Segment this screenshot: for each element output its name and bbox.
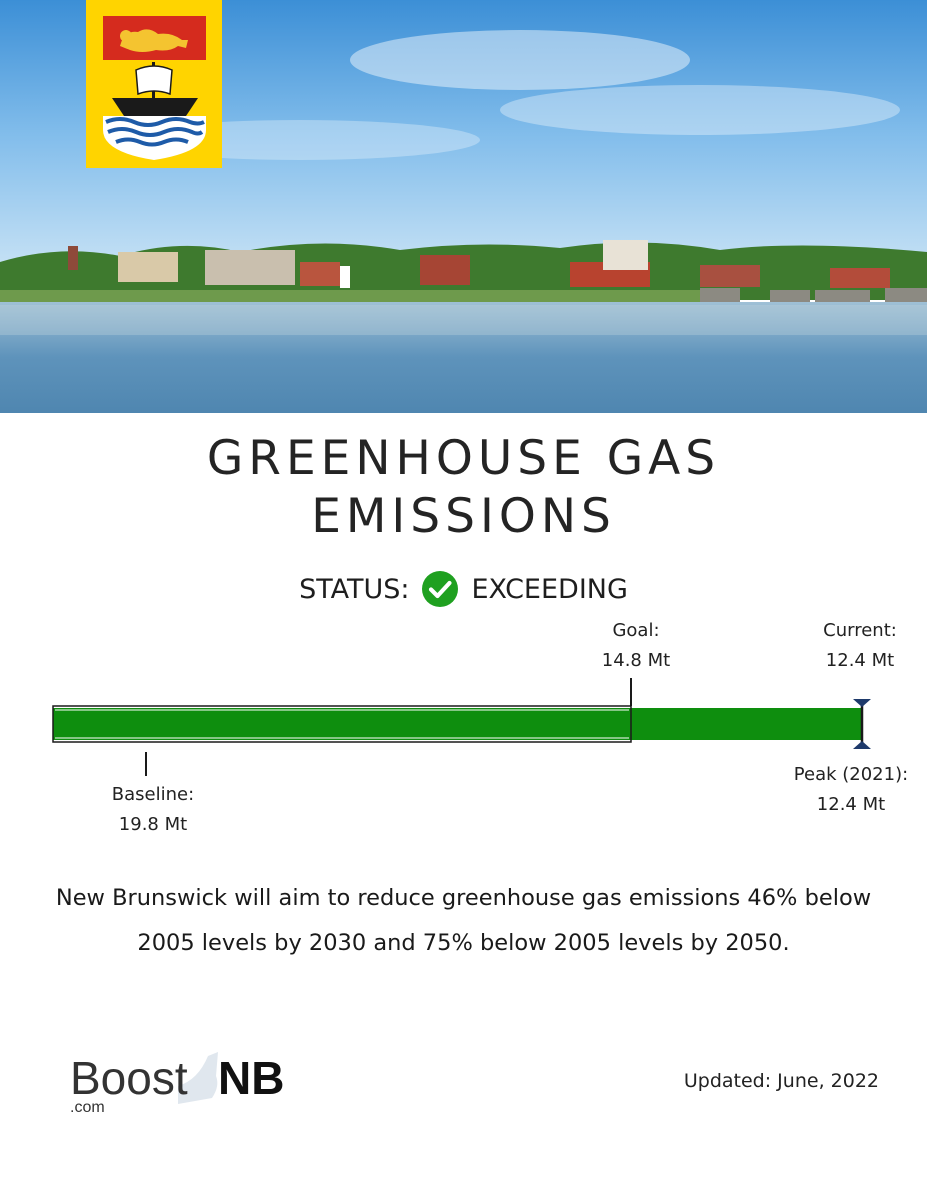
current-marker-icon — [853, 699, 871, 749]
boostnb-logo-icon: Boost NB .com — [70, 1052, 284, 1116]
status-label: STATUS: — [299, 573, 410, 605]
goal-label-text: Goal: — [612, 620, 660, 641]
baseline-label-text: Baseline: — [111, 784, 195, 805]
page-title: GREENHOUSE GAS EMISSIONS — [0, 430, 927, 546]
new-brunswick-flag — [86, 0, 222, 168]
title-line-1: GREENHOUSE GAS — [206, 431, 721, 486]
goal-description: New Brunswick will aim to reduce greenho… — [55, 885, 872, 956]
current-value: 12.4 Mt — [825, 650, 895, 671]
check-circle-icon — [422, 571, 459, 607]
city-skyline-image — [0, 0, 927, 413]
status-row: STATUS: EXCEEDING — [0, 570, 927, 608]
baseline-value: 19.8 Mt — [118, 814, 188, 835]
goal-label: Goal: 14.8 Mt — [566, 616, 706, 676]
current-label-text: Current: — [823, 620, 897, 641]
logo-text-com: .com — [70, 1099, 105, 1116]
boostnb-logo[interactable]: Boost NB .com — [68, 1046, 308, 1116]
goal-value: 14.8 Mt — [601, 650, 671, 671]
peak-label-text: Peak (2021): — [793, 764, 909, 785]
logo-text-boost: Boost — [70, 1052, 188, 1104]
progress-bar-graphic — [52, 678, 871, 776]
coat-of-arms-icon — [103, 16, 206, 160]
target-outline — [52, 705, 632, 743]
current-label: Current: 12.4 Mt — [790, 616, 927, 676]
hero-photo — [0, 0, 927, 413]
baseline-label: Baseline: 19.8 Mt — [83, 780, 223, 840]
logo-text-nb: NB — [218, 1052, 284, 1104]
peak-value: 12.4 Mt — [816, 794, 886, 815]
emissions-progress: Goal: 14.8 Mt Current: 12.4 Mt Baseline:… — [0, 610, 927, 850]
peak-label: Peak (2021): 12.4 Mt — [776, 760, 926, 820]
status-value: EXCEEDING — [471, 573, 628, 605]
updated-date: Updated: June, 2022 — [683, 1070, 879, 1092]
title-line-2: EMISSIONS — [311, 489, 616, 544]
progress-bar-fill — [53, 708, 862, 740]
